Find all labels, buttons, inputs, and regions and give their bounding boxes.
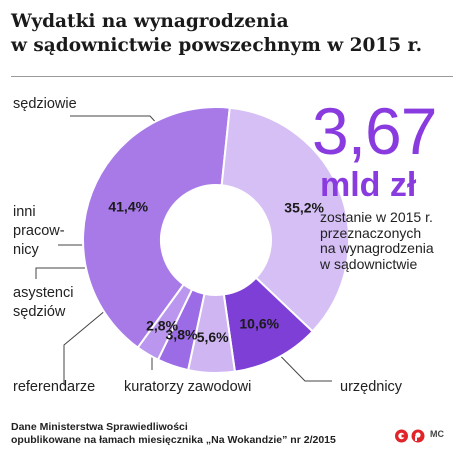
source-note: Dane Ministerstwa Sprawiedliwości opubli… (11, 421, 336, 447)
leader-referendarze (63, 299, 119, 385)
leader-asystenci (35, 267, 95, 279)
label-line: asystenci (13, 285, 74, 301)
label-line: pracow- (13, 223, 65, 239)
publisher-logo-icon (395, 429, 425, 443)
slice-sedziowie (82, 106, 231, 349)
slice-label-sedziowie: 41,4% (108, 198, 148, 214)
label-line: sędziowie (13, 96, 77, 112)
label-line: nicy (13, 242, 39, 258)
label-line: kuratorzy zawodowi (124, 379, 252, 395)
label-sedziowie: sędziowie (13, 96, 77, 113)
label-line: referendarze (13, 379, 96, 395)
source-line-2: opublikowane na łamach miesięcznika „Na … (11, 434, 336, 446)
total-value: 3,67 (312, 94, 437, 168)
label-line: sędziów (13, 304, 66, 320)
slice-label-referendarze: 5,6% (197, 329, 229, 345)
slice-label-asystenci: 3,8% (166, 327, 198, 343)
description-line: w sądownictwie (320, 255, 418, 272)
label-referendarze: referendarze (13, 379, 95, 396)
donut-slice-labels: 41,4% 35,2% 10,6% 5,6%3,8%2,8% (108, 198, 324, 345)
slice-label-kuratorzy: 10,6% (239, 315, 279, 331)
label-asystenci-sedziow: asystenci sędziów (13, 284, 73, 322)
slice-label-inni: 2,8% (146, 318, 178, 334)
donut-slices (82, 106, 350, 374)
description-line: przeznaczonych (320, 224, 422, 241)
label-line: inni (13, 204, 36, 220)
description-line: zostanie w 2015 r. (320, 209, 433, 225)
source-line-1: Dane Ministerstwa Sprawiedliwości (11, 421, 188, 433)
chart-title: Wydatki na wynagrodzenia w sądownictwie … (11, 10, 451, 58)
label-line: urzędnicy (340, 379, 403, 395)
slice-label-urzednicy: 35,2% (284, 199, 324, 215)
title-divider (11, 76, 453, 77)
slice-urzednicy (220, 106, 350, 333)
author-credit: MC (430, 429, 444, 439)
description-line: na wynagrodzenia (320, 240, 434, 256)
slice-inni (136, 283, 194, 362)
title-line-2: w sądownictwie powszechnym w 2015 r. (11, 35, 423, 56)
label-kuratorzy-zawodowi: kuratorzy zawodowi (124, 379, 251, 396)
total-unit: mld zł (320, 166, 417, 204)
title-line-1: Wydatki na wynagrodzenia (11, 11, 289, 32)
label-urzednicy: urzędnicy (340, 379, 402, 396)
total-description: zostanie w 2015 r. przeznaczonych na wyn… (320, 209, 434, 272)
label-inni-pracownicy: inni pracow- nicy (13, 203, 65, 260)
